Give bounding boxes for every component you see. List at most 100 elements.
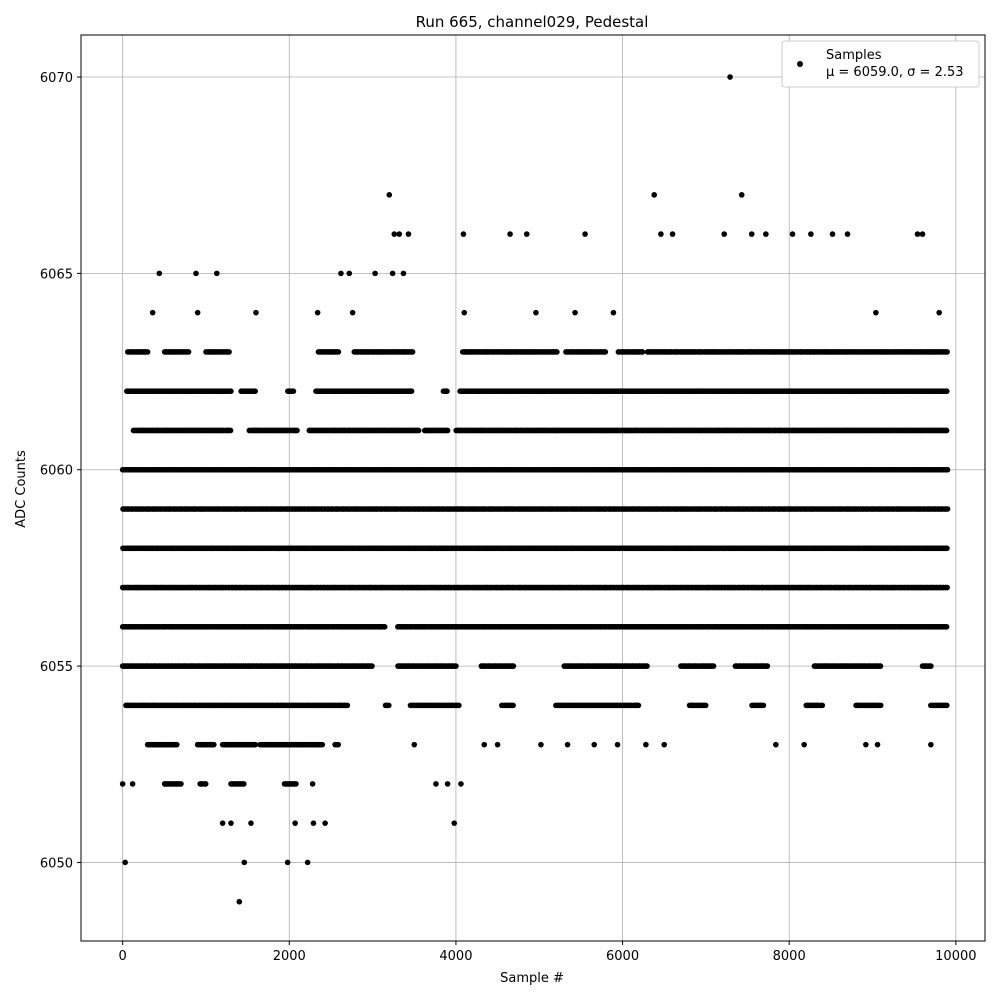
data-point: [944, 584, 950, 591]
data-point: [943, 427, 950, 434]
data-point: [444, 781, 451, 787]
data-point: [582, 231, 588, 237]
data-point: [863, 741, 869, 748]
data-point: [253, 309, 259, 316]
data-point: [721, 231, 728, 237]
data-point: [639, 349, 646, 355]
data-point: [748, 231, 755, 237]
data-point: [533, 309, 539, 316]
data-point: [610, 309, 617, 316]
data-point: [874, 741, 881, 748]
data-point: [460, 231, 467, 237]
data-point: [523, 231, 530, 237]
data-point: [444, 388, 450, 394]
data-point: [936, 309, 942, 316]
data-point: [252, 388, 259, 394]
data-point: [411, 741, 418, 748]
data-point: [226, 349, 232, 355]
data-point: [658, 231, 664, 237]
data-point: [458, 781, 464, 787]
data-point: [194, 309, 201, 316]
data-point: [290, 388, 297, 394]
data-point: [829, 231, 836, 237]
data-point: [122, 859, 128, 866]
data-point: [219, 820, 226, 826]
data-point: [914, 231, 921, 237]
data-point: [129, 781, 136, 787]
data-point: [614, 741, 621, 748]
data-point: [214, 270, 220, 277]
data-point: [322, 820, 328, 826]
data-point: [284, 859, 291, 866]
data-point: [415, 427, 422, 434]
data-point: [310, 820, 317, 826]
data-point: [227, 427, 234, 434]
data-point: [801, 741, 807, 748]
data-point: [236, 898, 243, 905]
data-point: [335, 349, 342, 355]
data-point: [241, 859, 248, 866]
data-point: [773, 741, 779, 748]
data-point: [185, 349, 192, 355]
data-point: [193, 270, 199, 277]
data-point: [372, 270, 378, 277]
data-point: [669, 231, 676, 237]
data-point: [149, 309, 156, 316]
data-point: [461, 309, 468, 316]
data-point: [433, 781, 439, 787]
data-point: [346, 270, 353, 277]
data-point: [451, 820, 458, 826]
data-point: [554, 349, 560, 355]
data-point: [538, 741, 544, 748]
data-point: [400, 270, 407, 277]
data-point: [156, 270, 163, 277]
data-point: [928, 741, 934, 748]
data-point: [405, 231, 412, 237]
data-point: [228, 820, 234, 826]
data-point: [144, 349, 151, 355]
data-point: [738, 192, 745, 198]
data-point: [228, 388, 234, 394]
data-point: [314, 309, 321, 316]
data-point: [248, 820, 254, 826]
data-point: [873, 309, 879, 316]
data-point: [564, 741, 571, 748]
data-point: [481, 741, 488, 748]
data-point: [591, 741, 598, 748]
data-point: [304, 859, 311, 866]
data-point: [444, 427, 451, 434]
data-points: [119, 74, 951, 905]
data-point: [507, 231, 513, 237]
data-point: [944, 349, 950, 355]
data-point: [944, 506, 951, 512]
data-point: [789, 231, 796, 237]
data-point: [381, 624, 388, 630]
data-point: [651, 192, 658, 198]
data-point: [391, 231, 398, 237]
data-point: [386, 192, 393, 198]
data-point: [349, 309, 356, 316]
data-point: [727, 74, 733, 80]
data-point: [808, 231, 814, 237]
data-point: [763, 231, 769, 237]
data-point: [292, 820, 298, 826]
data-point: [944, 466, 951, 473]
data-point: [943, 388, 950, 394]
data-point: [661, 741, 668, 748]
data-point: [409, 349, 416, 355]
data-point: [643, 741, 649, 748]
data-point: [844, 231, 851, 237]
data-point: [338, 270, 344, 277]
data-point: [602, 349, 609, 355]
data-point: [919, 231, 926, 237]
data-point: [494, 741, 501, 748]
data-point: [408, 388, 415, 394]
data-point: [944, 545, 950, 552]
data-point: [119, 781, 126, 787]
data-point: [389, 270, 396, 277]
data-point: [572, 309, 578, 316]
data-point: [294, 427, 300, 434]
data-point: [396, 231, 403, 237]
